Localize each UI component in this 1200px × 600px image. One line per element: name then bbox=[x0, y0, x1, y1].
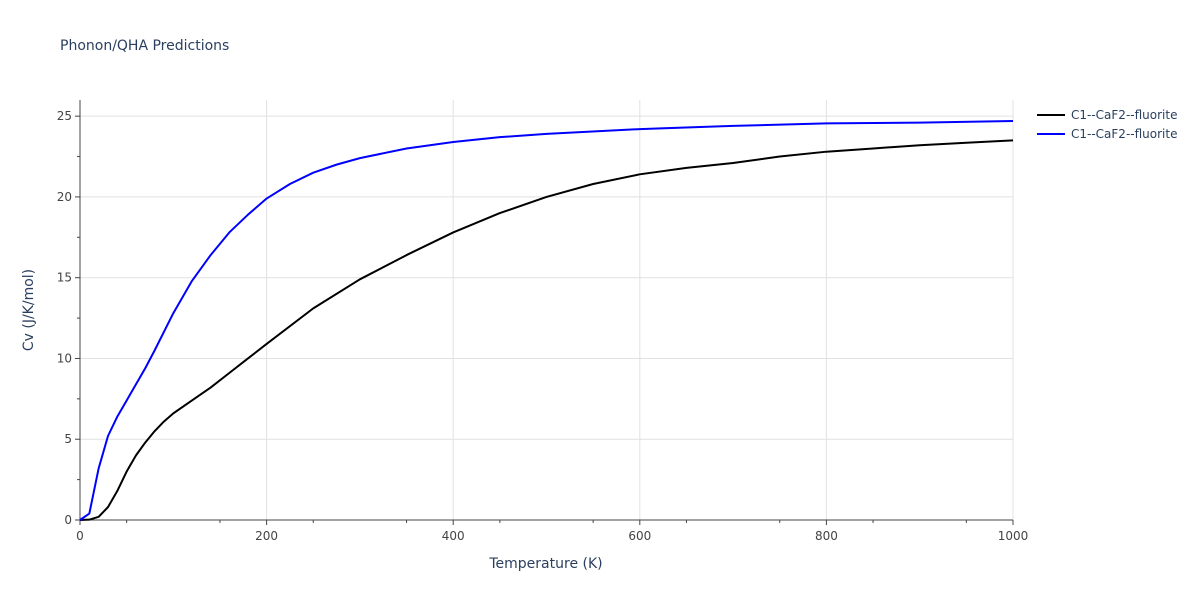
y-tick-label: 20 bbox=[57, 190, 72, 204]
axes bbox=[79, 100, 1013, 521]
x-tick-label: 600 bbox=[628, 529, 651, 543]
gridlines bbox=[80, 100, 1014, 520]
chart-title: Phonon/QHA Predictions bbox=[60, 38, 229, 54]
x-tick-label: 200 bbox=[255, 529, 278, 543]
legend-label-0: C1--CaF2--fluorite bbox=[1071, 108, 1177, 122]
x-tick-label: 800 bbox=[815, 529, 838, 543]
series-line-0 bbox=[79, 139, 1014, 521]
series-line-1 bbox=[79, 120, 1014, 521]
ticks: 0 200 400 600 800 1000 0 5 10 15 20 25 bbox=[57, 109, 1029, 543]
y-tick-label: 15 bbox=[57, 271, 72, 285]
y-tick-label: 5 bbox=[64, 432, 72, 446]
y-axis-title: Cv (J/K/mol) bbox=[21, 269, 37, 351]
x-axis-title: Temperature (K) bbox=[488, 556, 602, 572]
y-tick-label: 0 bbox=[64, 513, 72, 527]
y-tick-label: 25 bbox=[57, 109, 72, 123]
x-tick-label: 1000 bbox=[998, 529, 1029, 543]
series bbox=[79, 120, 1014, 521]
y-tick-label: 10 bbox=[57, 351, 72, 365]
legend-label-1: C1--CaF2--fluorite bbox=[1071, 127, 1177, 141]
x-tick-label: 0 bbox=[76, 529, 84, 543]
x-tick-label: 400 bbox=[442, 529, 465, 543]
legend: C1--CaF2--fluorite C1--CaF2--fluorite bbox=[1037, 108, 1177, 141]
